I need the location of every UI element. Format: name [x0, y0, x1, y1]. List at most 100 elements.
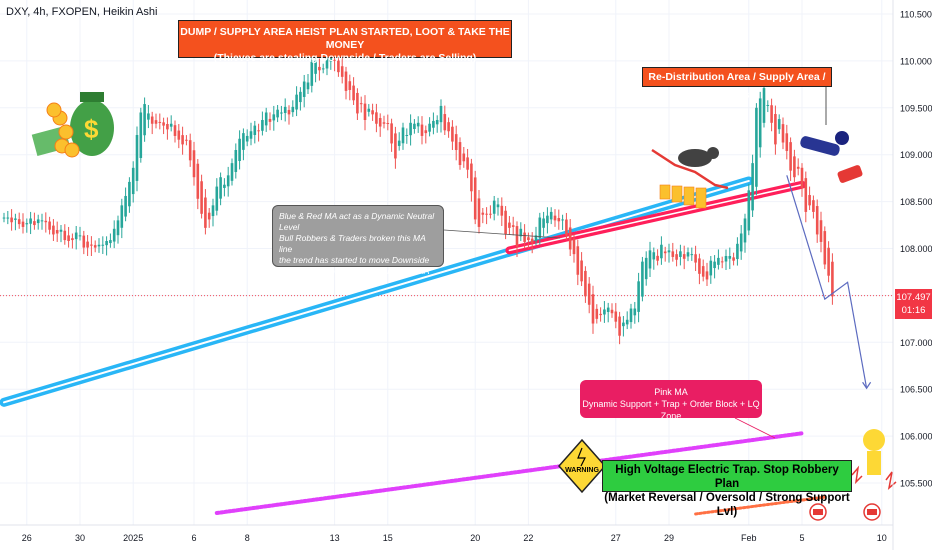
- x-tick-label: 8: [245, 533, 250, 543]
- candle-body: [67, 235, 70, 241]
- candle-body: [382, 122, 386, 124]
- x-tick-label: 27: [611, 533, 621, 543]
- candle-body: [481, 212, 485, 215]
- candle-body: [10, 217, 13, 223]
- candle-body: [747, 190, 751, 231]
- candle-body: [527, 237, 530, 241]
- candle-body: [40, 220, 44, 222]
- candle-body: [663, 251, 667, 254]
- candle-body: [614, 311, 618, 322]
- candle-body: [682, 254, 686, 259]
- candle-body: [606, 307, 610, 312]
- candle-body: [755, 107, 758, 187]
- candle-body: [815, 206, 819, 235]
- candle-body: [580, 260, 583, 282]
- candle-body: [143, 104, 146, 136]
- forecast-path: [786, 175, 872, 390]
- candle-body: [340, 66, 344, 77]
- candle-body: [477, 198, 481, 227]
- candle-body: [223, 184, 226, 188]
- candle-body: [302, 81, 306, 97]
- candle-body: [774, 114, 777, 145]
- candle-body: [120, 205, 124, 228]
- candle-body: [371, 110, 374, 115]
- candle-body: [413, 123, 416, 130]
- candle-body: [397, 140, 401, 146]
- candle-body: [466, 157, 469, 170]
- candle-body: [97, 244, 101, 247]
- x-tick-label: 29: [664, 533, 674, 543]
- candle-body: [226, 175, 230, 187]
- trap-line1: High Voltage Electric Trap. Stop Robbery…: [615, 464, 839, 490]
- candle-body: [131, 167, 135, 195]
- candle-body: [299, 91, 302, 103]
- y-tick-label: 106.500: [900, 385, 932, 395]
- candle-body: [116, 220, 120, 236]
- candle-body: [720, 261, 724, 263]
- pink-ma-title: Pink MA: [654, 387, 688, 397]
- candle-body: [59, 229, 63, 232]
- candle-body: [534, 235, 538, 241]
- candle-body: [762, 88, 766, 123]
- candle-body: [306, 82, 310, 90]
- candle-body: [352, 85, 355, 101]
- candle-body: [112, 228, 116, 242]
- candle-body: [109, 240, 112, 244]
- coin-stack-icon: [671, 185, 683, 203]
- ma-note-line1: Blue & Red MA act as a Dynamic Neutral L…: [279, 211, 435, 232]
- candle-body: [781, 124, 785, 143]
- candle-body: [215, 186, 219, 211]
- ma-note-line2: Bull Robbers & Traders broken this MA li…: [279, 233, 426, 254]
- candle-body: [447, 122, 450, 132]
- candle-body: [200, 181, 203, 214]
- candle-body: [728, 256, 732, 259]
- bar-countdown: 01:16: [901, 305, 926, 316]
- candle-body: [367, 108, 371, 112]
- candle-body: [587, 283, 591, 305]
- candle-body: [401, 127, 405, 144]
- candle-body: [800, 167, 804, 189]
- candle-body: [675, 254, 678, 260]
- candle-body: [819, 220, 823, 242]
- y-tick-label: 108.500: [900, 197, 932, 207]
- candle-body: [424, 130, 428, 134]
- dump-annotation-line2: (Thieves are stealing Downside / Traders…: [213, 52, 477, 64]
- candle-body: [557, 218, 561, 222]
- candle-body: [344, 71, 348, 91]
- candle-body: [158, 121, 162, 123]
- candle-body: [253, 125, 257, 135]
- candle-body: [74, 232, 78, 240]
- candle-body: [245, 135, 249, 142]
- redistribution-annotation: Re-Distribution Area / Supply Area / Ret…: [642, 67, 832, 101]
- candle-body: [603, 309, 606, 315]
- candle-body: [280, 112, 283, 114]
- money-bag-neck: [80, 92, 104, 102]
- money-bag-symbol: $: [84, 114, 99, 144]
- x-tick-label: Feb: [741, 533, 757, 543]
- candle-body: [264, 112, 268, 126]
- candle-body: [234, 150, 238, 172]
- candle-body: [648, 250, 652, 269]
- candle-body: [473, 177, 477, 220]
- x-tick-label: 22: [523, 533, 533, 543]
- candle-body: [462, 153, 466, 162]
- price-axis: 110.500 110.000 109.500 109.000 108.500 108.0…: [892, 0, 932, 550]
- candle-body: [736, 243, 739, 260]
- candle-body: [732, 257, 735, 261]
- event-flag-icon: [809, 503, 827, 521]
- candle-body: [359, 103, 363, 105]
- candle-body: [553, 215, 557, 221]
- candle-body: [295, 94, 298, 110]
- candle-body: [348, 81, 352, 90]
- candle-body: [652, 252, 656, 260]
- candle-body: [257, 130, 260, 132]
- figure-body: [867, 451, 881, 475]
- candle-body: [713, 261, 716, 269]
- gold-coin-icon: [46, 102, 62, 118]
- x-tick-label: 15: [383, 533, 393, 543]
- money-bag-icon: $: [31, 92, 114, 158]
- trap-line2: (Market Reversal / Oversold / Strong Sup…: [604, 492, 850, 518]
- candle-body: [660, 244, 663, 259]
- spark-icon: [851, 465, 863, 485]
